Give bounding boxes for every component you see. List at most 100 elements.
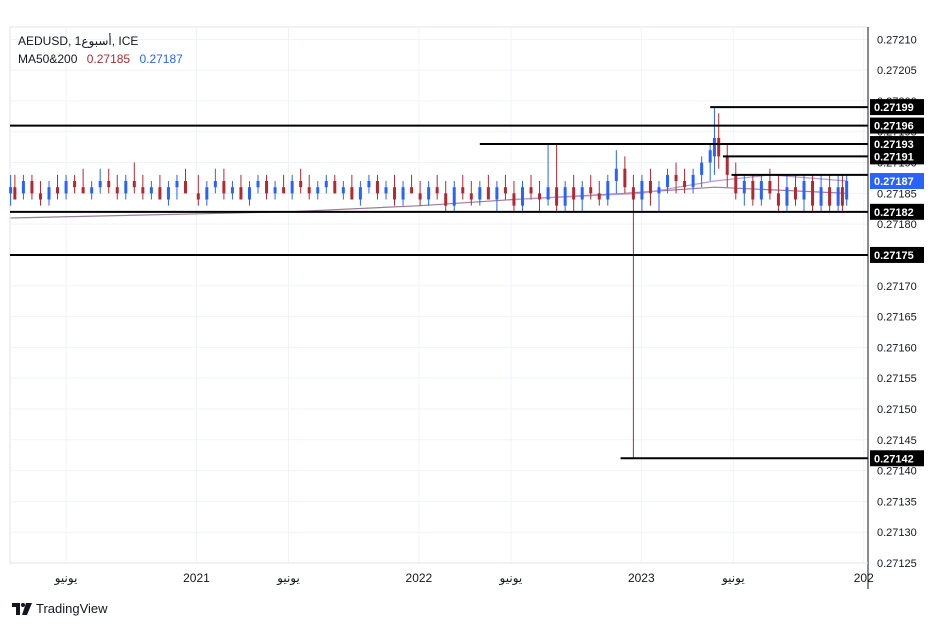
- candle-body: [768, 181, 772, 194]
- candle-body: [691, 174, 695, 188]
- y-tick-label: 0.27130: [877, 527, 917, 539]
- horizontal-line-label-bg: [870, 136, 924, 153]
- x-tick-label: 2021: [183, 571, 210, 585]
- candle-body: [358, 187, 362, 200]
- plot-background: [9, 26, 869, 564]
- horizontal-line-label-bg: [870, 203, 924, 220]
- candle-body: [452, 187, 456, 206]
- candle-body: [196, 193, 200, 200]
- brand-name: TradingView: [36, 601, 108, 616]
- candle-body: [444, 193, 448, 206]
- candle-body: [486, 187, 490, 200]
- candle-body: [819, 187, 823, 206]
- symbol-legend[interactable]: AEDUSD, 1أسبوع, ICE: [18, 34, 138, 48]
- candle-body: [589, 187, 593, 194]
- candle-body: [132, 181, 136, 188]
- candle-body: [742, 181, 746, 194]
- candle-body: [38, 193, 42, 200]
- candle-body: [538, 193, 542, 200]
- x-tick-label: 2022: [406, 571, 433, 585]
- candle-body: [811, 181, 815, 206]
- candle-body: [840, 187, 844, 206]
- candle-body: [759, 181, 763, 200]
- candle-body: [256, 181, 260, 188]
- y-tick-label: 0.27185: [877, 188, 917, 200]
- candle-body: [666, 174, 670, 188]
- candle-body: [469, 193, 473, 200]
- indicator-legend[interactable]: MA50&200 0.27185 0.27187: [18, 52, 183, 66]
- candle-body: [836, 187, 840, 206]
- symbol-title: AEDUSD, 1أسبوع, ICE: [18, 34, 139, 48]
- horizontal-line-label: 0.27196: [874, 121, 914, 133]
- x-tick-label: يونيو: [499, 571, 523, 586]
- candle-body: [555, 187, 559, 206]
- candle-body: [546, 187, 550, 200]
- x-tick-label: 202: [854, 571, 874, 585]
- y-tick-label: 0.27150: [877, 404, 917, 416]
- candle-body: [461, 187, 465, 194]
- candle-body: [375, 181, 379, 194]
- candle-body: [307, 187, 311, 194]
- candle-body: [273, 187, 277, 194]
- candle-body: [158, 187, 162, 200]
- candle-body: [640, 181, 644, 200]
- candle-body: [184, 181, 187, 194]
- y-tick-label: 0.27165: [877, 312, 917, 324]
- grid-lines: [9, 26, 869, 564]
- candle-body: [9, 187, 13, 194]
- candle-body: [717, 137, 721, 157]
- candle-body: [175, 181, 179, 188]
- candle-body: [141, 187, 145, 194]
- candle-body: [410, 187, 414, 194]
- candle-body: [230, 187, 234, 194]
- candle-body: [384, 187, 388, 194]
- time-axis[interactable]: يونيو 2021 يونيو 2022 يونيو 2023 يونيو 202: [10, 562, 874, 586]
- ma50-value: 0.27185: [86, 52, 131, 66]
- candle-body: [802, 181, 806, 200]
- y-tick-label: 0.27210: [877, 34, 917, 46]
- candle-body: [341, 187, 345, 194]
- horizontal-line-label: 0.27193: [874, 139, 914, 151]
- candle-body: [81, 187, 85, 194]
- candle-body: [166, 187, 170, 200]
- y-tick-label: 0.27145: [877, 435, 917, 447]
- y-tick-label: 0.27125: [877, 558, 917, 570]
- candle-body: [316, 187, 320, 194]
- candle-body: [572, 187, 576, 200]
- horizontal-line-label-bg: [870, 117, 924, 134]
- candle-body: [427, 187, 431, 200]
- candle-body: [205, 187, 209, 200]
- tradingview-branding[interactable]: TradingView: [12, 601, 108, 616]
- candle-body: [107, 181, 111, 188]
- candle-body: [290, 181, 294, 194]
- y-tick-label: 0.27160: [877, 342, 917, 354]
- candle-body: [213, 181, 217, 188]
- y-tick-label: 0.27155: [877, 373, 917, 385]
- candle-body: [393, 187, 397, 200]
- candle-body: [30, 181, 34, 194]
- candle-body: [435, 187, 439, 194]
- candle-body: [124, 181, 128, 194]
- candle-body: [222, 181, 226, 194]
- candle-body: [623, 168, 627, 188]
- candle-body: [282, 187, 286, 194]
- candle-body: [299, 181, 303, 188]
- candle-body: [21, 181, 25, 194]
- y-tick-label: 0.27170: [877, 281, 917, 293]
- candle-body: [98, 181, 102, 188]
- horizontal-line-label: 0.27191: [874, 151, 914, 163]
- y-tick-label: 0.27205: [877, 65, 917, 77]
- candle-body: [657, 187, 661, 194]
- horizontal-line-label: 0.27182: [874, 207, 914, 219]
- candle-body: [793, 187, 797, 200]
- tradingview-logo-icon: [12, 602, 32, 615]
- candle-body: [712, 137, 716, 157]
- y-tick-label: 0.27140: [877, 466, 917, 478]
- horizontal-line-label: 0.27175: [874, 250, 914, 262]
- candle-body: [13, 187, 17, 200]
- price-axis[interactable]: 0.272100.272050.272000.271950.271900.271…: [867, 27, 924, 589]
- candle-body: [47, 187, 51, 200]
- plot-area[interactable]: [9, 106, 868, 460]
- candle-body: [239, 187, 243, 200]
